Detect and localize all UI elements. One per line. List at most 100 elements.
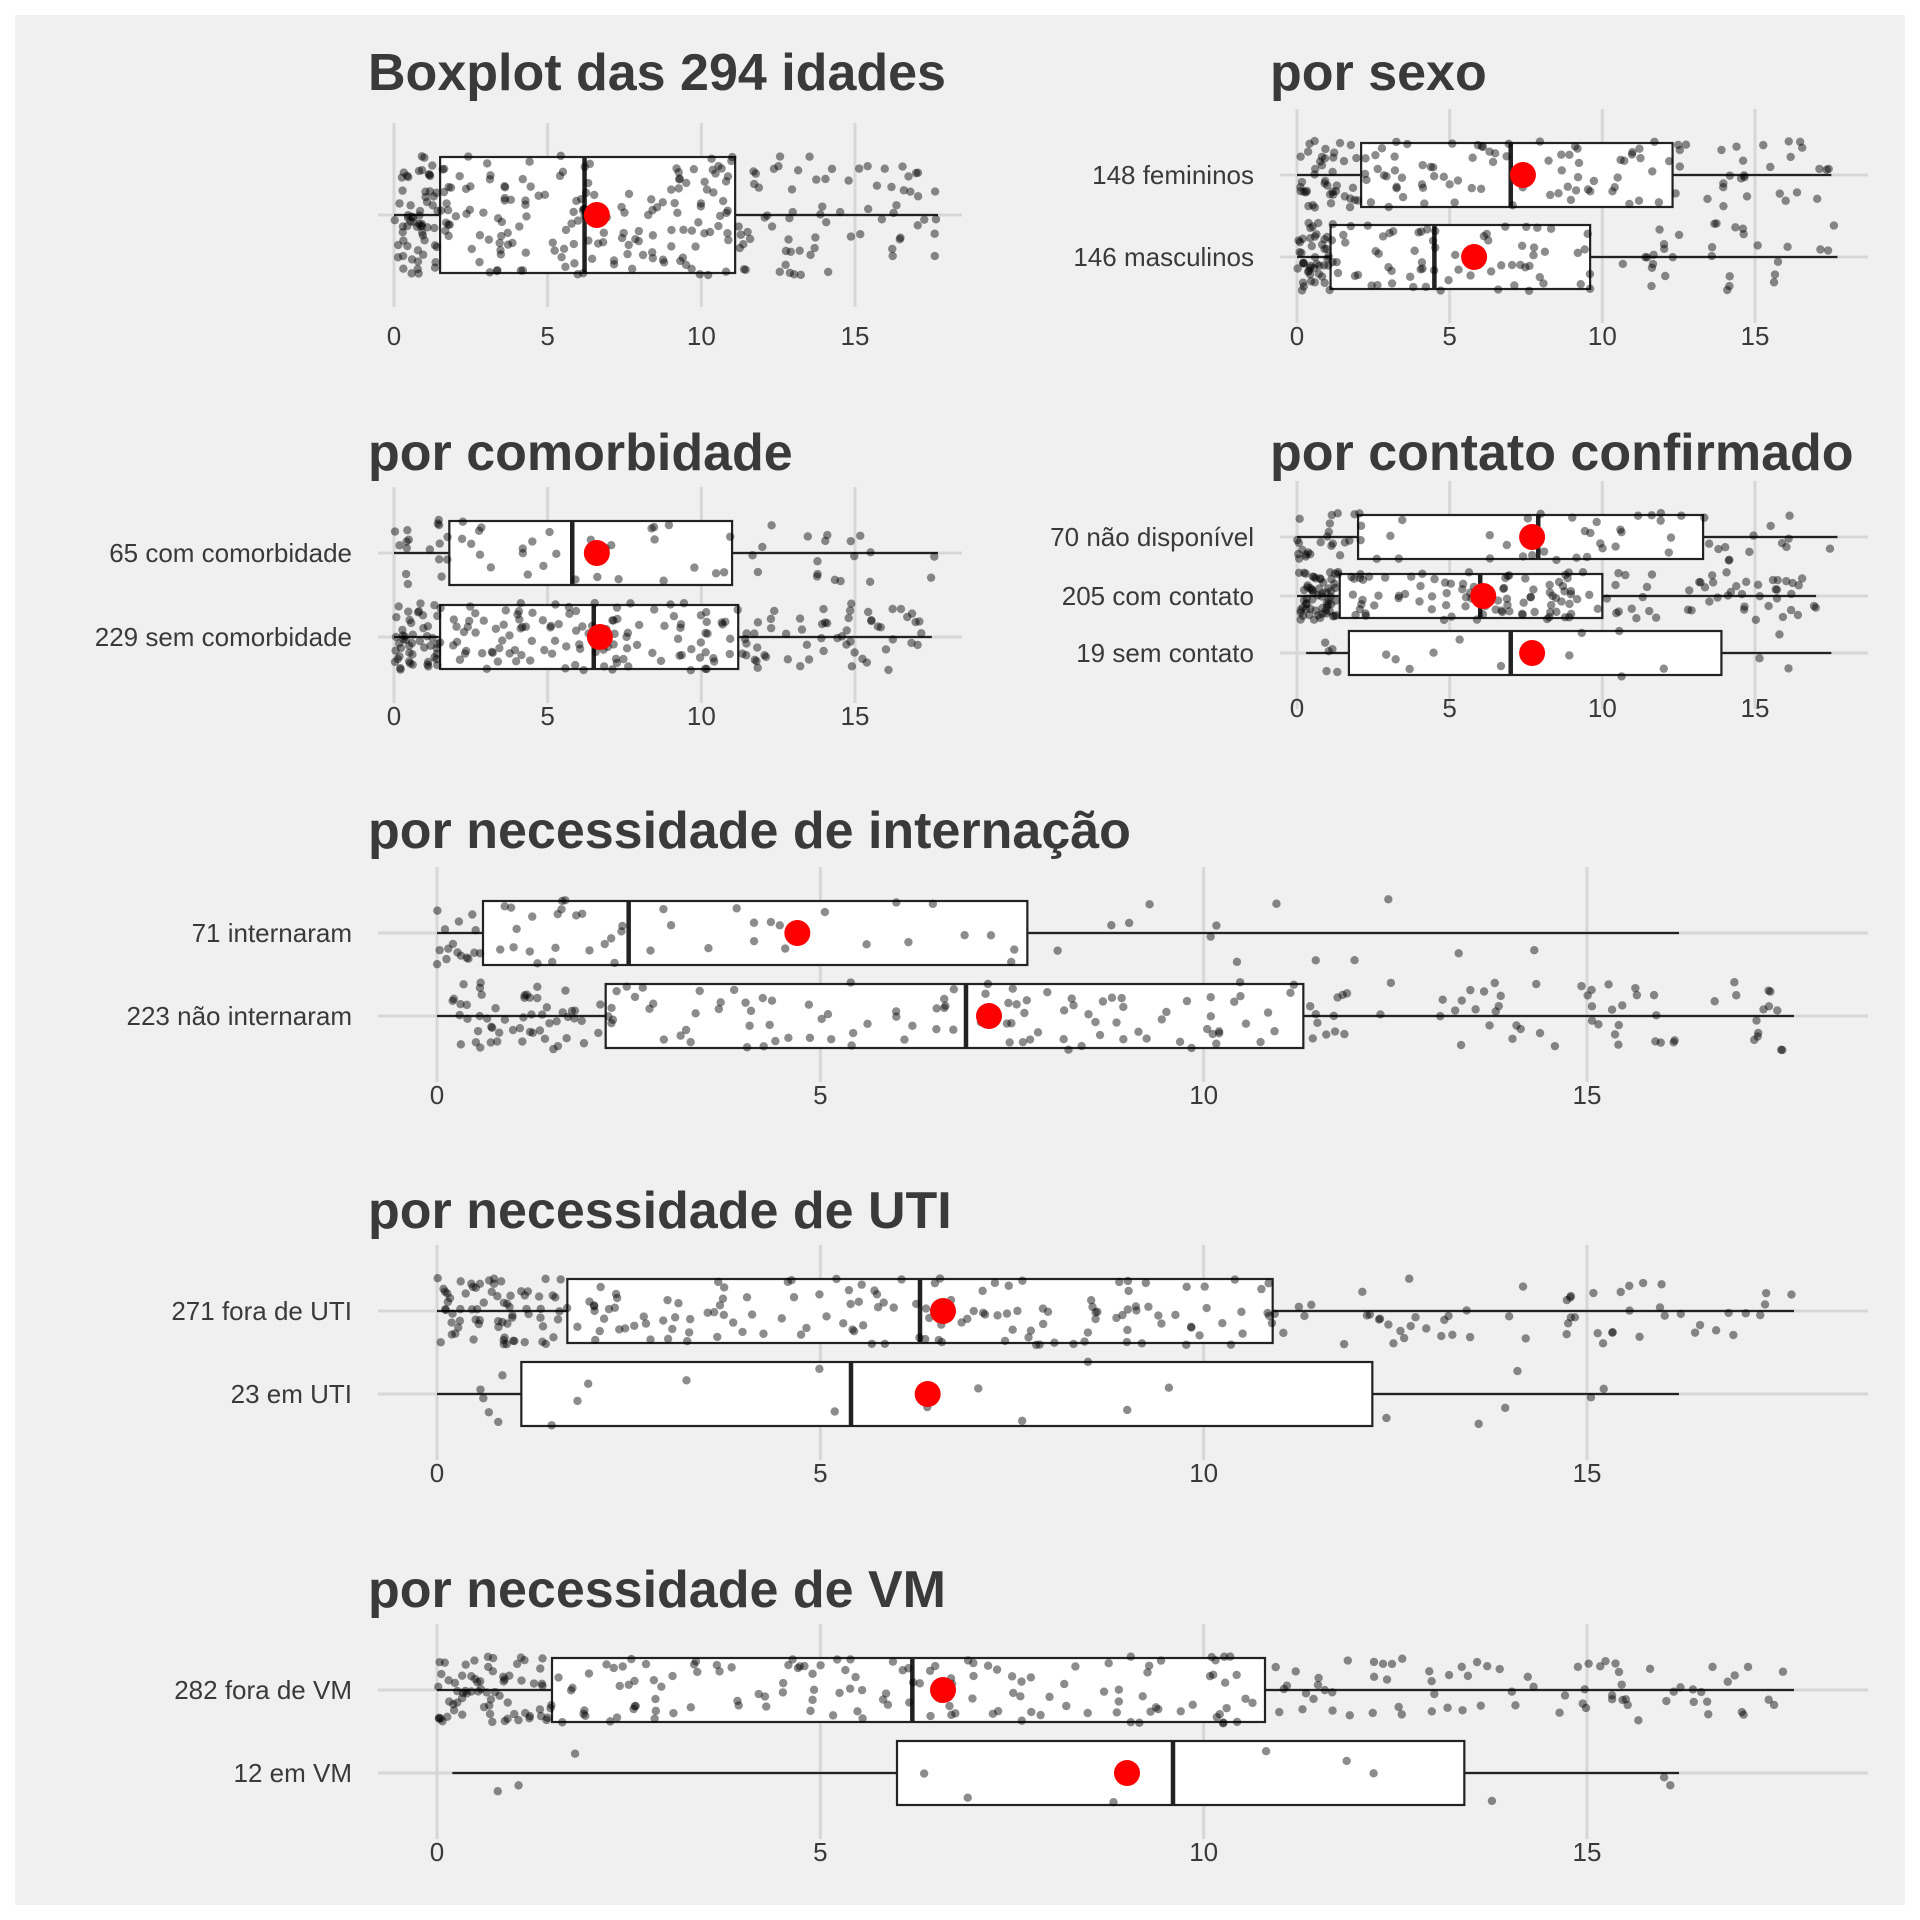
data-point	[1662, 1696, 1671, 1706]
data-point	[1738, 224, 1748, 233]
data-point	[403, 525, 412, 535]
data-point	[1529, 585, 1538, 594]
data-point	[404, 172, 413, 182]
data-point	[741, 998, 750, 1007]
data-point	[1704, 1710, 1713, 1719]
data-point	[606, 934, 616, 943]
data-point	[719, 1283, 729, 1292]
data-point	[430, 601, 439, 610]
data-point	[461, 184, 471, 194]
data-point	[1390, 166, 1400, 175]
data-point	[718, 620, 727, 629]
data-point	[499, 620, 508, 629]
data-point	[398, 251, 408, 261]
data-point	[828, 1711, 838, 1720]
data-point	[1389, 1339, 1398, 1348]
data-point	[1310, 278, 1320, 287]
data-point	[1784, 534, 1793, 543]
data-point	[1304, 266, 1314, 275]
data-point	[489, 1279, 499, 1288]
data-point	[1722, 568, 1731, 577]
data-point	[497, 231, 506, 241]
data-point	[1546, 600, 1556, 610]
data-point	[619, 228, 628, 238]
data-point	[1627, 150, 1637, 159]
data-point	[536, 1664, 545, 1673]
data-point	[479, 208, 488, 217]
data-point	[1301, 552, 1311, 561]
data-point	[648, 253, 658, 263]
data-point	[403, 213, 413, 222]
data-point	[1518, 610, 1527, 619]
data-point	[1786, 152, 1795, 162]
data-point	[1391, 655, 1400, 664]
data-point	[1517, 609, 1527, 619]
data-point	[488, 1717, 497, 1727]
data-point	[495, 1028, 504, 1037]
data-point	[679, 599, 689, 608]
data-point	[443, 555, 452, 564]
data-point	[713, 1277, 723, 1287]
data-point	[1526, 592, 1536, 602]
data-point	[1104, 1659, 1113, 1668]
data-point	[1289, 980, 1299, 989]
data-point	[1429, 163, 1438, 172]
data-point	[691, 1009, 700, 1018]
data-point	[1570, 1313, 1580, 1322]
mean-marker	[930, 1298, 956, 1324]
mean-marker	[1470, 583, 1497, 609]
data-point	[1614, 1667, 1624, 1677]
data-point	[1006, 957, 1016, 967]
data-point	[1232, 1670, 1241, 1680]
data-point	[1610, 1030, 1620, 1039]
data-point	[863, 204, 873, 214]
data-point	[769, 164, 779, 174]
data-point	[849, 1326, 859, 1336]
x-tick-label: 10	[1189, 1080, 1218, 1110]
data-point	[443, 206, 453, 215]
data-point	[1614, 1040, 1623, 1049]
data-point	[781, 629, 791, 638]
data-point	[806, 1706, 815, 1716]
data-point	[696, 611, 706, 620]
data-point	[717, 618, 727, 627]
data-point	[449, 1706, 459, 1715]
data-point	[1154, 1704, 1163, 1714]
data-point	[451, 212, 461, 221]
data-point	[1018, 1276, 1027, 1285]
data-point	[1457, 1662, 1466, 1672]
data-point	[1427, 592, 1437, 601]
data-point	[724, 235, 733, 245]
data-point	[1331, 596, 1340, 605]
data-point	[1563, 1319, 1573, 1328]
data-point	[1546, 224, 1556, 233]
data-point	[554, 619, 563, 629]
data-point	[1315, 261, 1324, 270]
data-point	[690, 563, 699, 572]
data-point	[1764, 1002, 1774, 1011]
data-point	[522, 212, 531, 221]
data-point	[842, 626, 851, 635]
data-point	[1294, 236, 1303, 245]
data-point	[1577, 981, 1586, 991]
data-point	[618, 921, 627, 931]
data-point	[536, 1711, 546, 1721]
data-point	[673, 634, 683, 644]
data-point	[434, 520, 444, 530]
data-point	[1182, 996, 1192, 1006]
data-point	[703, 270, 713, 280]
data-point	[1631, 983, 1640, 993]
data-point	[408, 630, 418, 639]
jitter-points	[1320, 626, 1793, 681]
data-point	[499, 1339, 509, 1349]
data-point	[1064, 1045, 1073, 1054]
data-point	[1656, 1038, 1665, 1047]
data-point	[1414, 228, 1423, 237]
data-point	[1362, 1311, 1372, 1320]
data-point	[487, 1022, 496, 1032]
data-point	[1297, 177, 1307, 187]
data-point	[695, 270, 704, 279]
data-point	[1226, 1340, 1236, 1349]
data-point	[458, 1710, 467, 1719]
data-point	[538, 1681, 547, 1691]
